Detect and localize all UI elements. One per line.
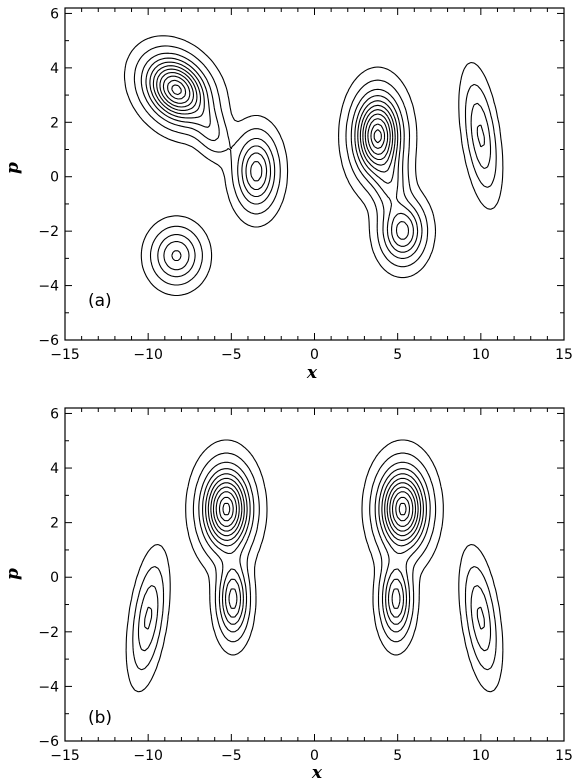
contour-level-9 [162, 75, 389, 155]
y-tick-label: 2 [50, 516, 59, 532]
y-tick-label: 4 [50, 61, 59, 77]
contour-level-5 [205, 473, 424, 618]
contour-level-9 [215, 491, 414, 527]
x-tick-label: −5 [221, 347, 242, 363]
x-tick-label: 15 [555, 347, 573, 363]
y-tick-label: −4 [38, 279, 59, 295]
panel-b-ylabel: p [3, 568, 23, 580]
contour-level-11 [171, 84, 382, 144]
x-tick-label: 5 [393, 347, 402, 363]
contour-level-6 [207, 477, 422, 609]
panel-a: −15 −10 −5 0 5 10 15 −6 −4 −2 0 2 4 6 (a) x p [3, 6, 573, 383]
x-tick-label: −10 [133, 347, 163, 363]
y-tick-label: −6 [38, 333, 59, 349]
panel-a-ticks [64, 8, 565, 341]
panel-a-ylabel: p [3, 162, 23, 174]
y-tick-label: 6 [50, 6, 59, 22]
y-tick-label: 0 [50, 570, 59, 586]
panel-a-contours [123, 35, 504, 297]
contour-level-10 [167, 79, 386, 150]
panel-b-contours [125, 439, 504, 693]
contour-level-2 [133, 45, 497, 286]
panel-a-label: (a) [88, 291, 112, 311]
panel-a-frame [64, 7, 565, 341]
x-tick-label: −15 [50, 347, 80, 363]
contour-level-1 [125, 439, 504, 693]
contour-level-2 [132, 452, 497, 671]
panel-b-xlabel: x [311, 763, 323, 782]
contour-level-4 [145, 57, 485, 271]
panel-b-ticks [64, 408, 565, 742]
y-tick-label: −4 [38, 679, 59, 695]
y-tick-label: 6 [50, 406, 59, 422]
contour-level-3 [140, 52, 492, 278]
x-tick-label: 5 [393, 748, 402, 764]
contour-level-5 [149, 61, 414, 262]
panel-a-tick-labels: −15 −10 −5 0 5 10 15 −6 −4 −2 0 2 4 6 [38, 6, 573, 363]
y-tick-label: 4 [50, 461, 59, 477]
panel-b: −15 −10 −5 0 5 10 15 −6 −4 −2 0 2 4 6 (b) x p [3, 406, 573, 782]
x-tick-label: −15 [50, 748, 80, 764]
contour-level-7 [210, 482, 419, 537]
contour-level-8 [212, 486, 417, 532]
panel-b-label: (b) [88, 708, 112, 728]
panel-a-xlabel: x [306, 363, 318, 383]
contour-level-7 [156, 68, 394, 166]
x-tick-label: 0 [310, 347, 319, 363]
y-tick-label: 2 [50, 115, 59, 131]
x-tick-label: 0 [310, 748, 319, 764]
contour-level-8 [159, 71, 391, 161]
contour-level-11 [222, 502, 407, 516]
x-tick-label: 15 [555, 748, 573, 764]
x-tick-label: −5 [221, 748, 242, 764]
contour-level-3 [137, 461, 492, 652]
contour-level-6 [152, 65, 410, 240]
y-tick-label: 0 [50, 170, 59, 186]
y-tick-label: −6 [38, 734, 59, 750]
contour-level-4 [144, 468, 485, 630]
x-tick-label: −10 [133, 748, 163, 764]
y-tick-label: −2 [38, 625, 59, 641]
x-tick-label: 10 [472, 748, 490, 764]
panel-b-tick-labels: −15 −10 −5 0 5 10 15 −6 −4 −2 0 2 4 6 [38, 406, 573, 764]
y-tick-label: −2 [38, 224, 59, 240]
contour-level-10 [218, 496, 411, 522]
contour-level-1 [123, 35, 504, 297]
x-tick-label: 10 [472, 347, 490, 363]
